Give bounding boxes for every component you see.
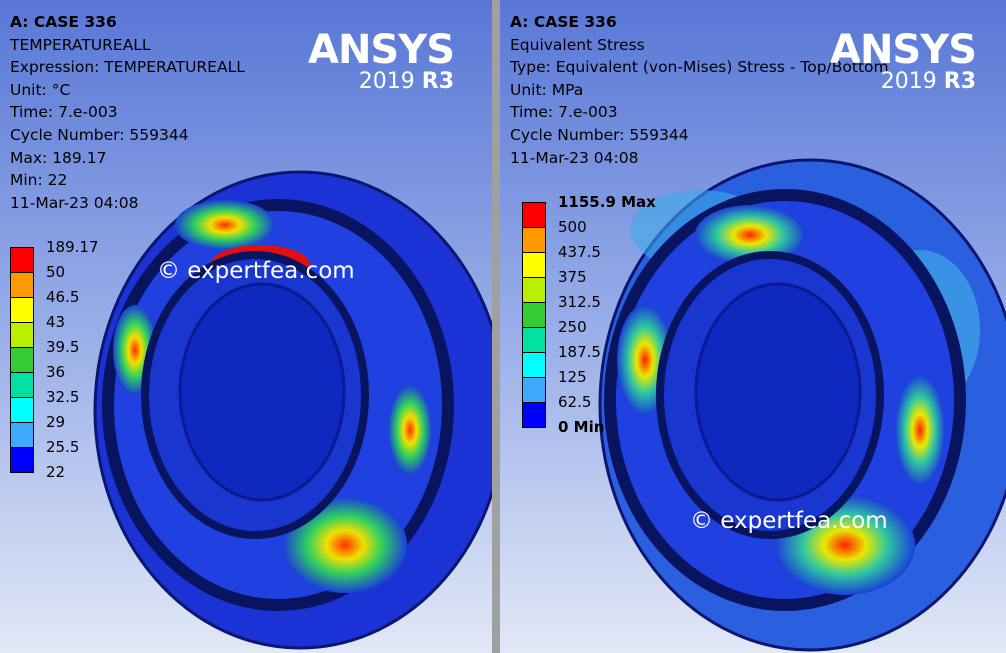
header-line: Min: 22	[10, 171, 68, 190]
legend-swatch	[10, 297, 34, 323]
legend-label: 125	[558, 368, 587, 386]
legend-label: 375	[558, 268, 587, 286]
header-line: Expression: TEMPERATUREALL	[10, 58, 245, 77]
result-panel: A: CASE 336 TEMPERATUREALL Expression: TEM…	[0, 0, 492, 653]
header-text: A: CASE 336 TEMPERATUREALL Expression: TEM…	[10, 11, 245, 214]
legend-swatch	[10, 347, 34, 373]
legend-swatch	[10, 422, 34, 448]
logo-year: 2019	[358, 69, 415, 94]
logo-release: R3	[421, 69, 454, 94]
legend-swatch	[10, 272, 34, 298]
legend-label: 0 Min	[558, 418, 605, 436]
result-panel: A: CASE 336 Equivalent Stress Type: Equiva…	[500, 0, 1006, 653]
bearing-model	[598, 158, 1006, 652]
logo-release: R3	[943, 69, 976, 94]
legend-label: 189.17	[46, 238, 99, 256]
legend-swatch	[10, 322, 34, 348]
watermark: © expertfea.com	[157, 258, 355, 284]
legend-label: 62.5	[558, 393, 592, 411]
legend-label: 187.5	[558, 343, 601, 361]
logo-year: 2019	[880, 69, 937, 94]
legend-label: 50	[46, 263, 66, 281]
header-text: A: CASE 336 Equivalent Stress Type: Equiva…	[510, 11, 889, 169]
header-line: Type: Equivalent (von-Mises) Stress - To…	[510, 58, 889, 77]
legend-label: 43	[46, 313, 66, 331]
logo-brand: ANSYS	[307, 27, 455, 73]
legend-swatch	[522, 252, 546, 278]
logo-brand: ANSYS	[829, 27, 977, 73]
legend-swatch	[10, 397, 34, 423]
header-line: 11-Mar-23 04:08	[510, 148, 639, 167]
legend-swatch	[522, 202, 546, 228]
legend-swatch	[10, 447, 34, 473]
legend-label: 39.5	[46, 338, 80, 356]
legend-label: 29	[46, 413, 66, 431]
watermark: © expertfea.com	[690, 508, 888, 534]
header-line: Equivalent Stress	[510, 35, 645, 54]
legend-label: 36	[46, 363, 66, 381]
legend-swatch	[10, 247, 34, 273]
logo-version: 2019 R3	[308, 70, 454, 94]
ansys-logo: ANSYS 2019 R3	[307, 27, 455, 94]
header-line: Time: 7.e-003	[10, 103, 118, 122]
header-line: TEMPERATUREALL	[10, 35, 151, 54]
legend-label: 500	[558, 218, 587, 236]
ansys-logo: ANSYS 2019 R3	[829, 27, 977, 94]
legend-swatch	[522, 227, 546, 253]
legend-label: 32.5	[46, 388, 80, 406]
legend-label: 46.5	[46, 288, 80, 306]
legend-swatch	[522, 277, 546, 303]
header-line: 11-Mar-23 04:08	[10, 193, 139, 212]
header-line: Max: 189.17	[10, 148, 107, 167]
legend-swatch	[522, 327, 546, 353]
legend-swatch	[10, 372, 34, 398]
header-line: A: CASE 336	[10, 13, 117, 31]
legend-label: 312.5	[558, 293, 601, 311]
header-line: Cycle Number: 559344	[10, 125, 189, 144]
legend-label: 1155.9 Max	[558, 193, 656, 211]
legend-label: 250	[558, 318, 587, 336]
logo-version: 2019 R3	[830, 70, 976, 94]
legend-swatch	[522, 352, 546, 378]
legend-label: 22	[46, 463, 66, 481]
header-line: A: CASE 336	[510, 13, 617, 31]
legend-label: 25.5	[46, 438, 80, 456]
header-line: Unit: MPa	[510, 80, 584, 99]
legend-swatch	[522, 402, 546, 428]
legend-swatch	[522, 377, 546, 403]
legend-label: 437.5	[558, 243, 601, 261]
header-line: Time: 7.e-003	[510, 103, 618, 122]
bearing-model	[93, 170, 492, 650]
legend-swatch	[522, 302, 546, 328]
header-line: Cycle Number: 559344	[510, 125, 689, 144]
header-line: Unit: °C	[10, 80, 71, 99]
